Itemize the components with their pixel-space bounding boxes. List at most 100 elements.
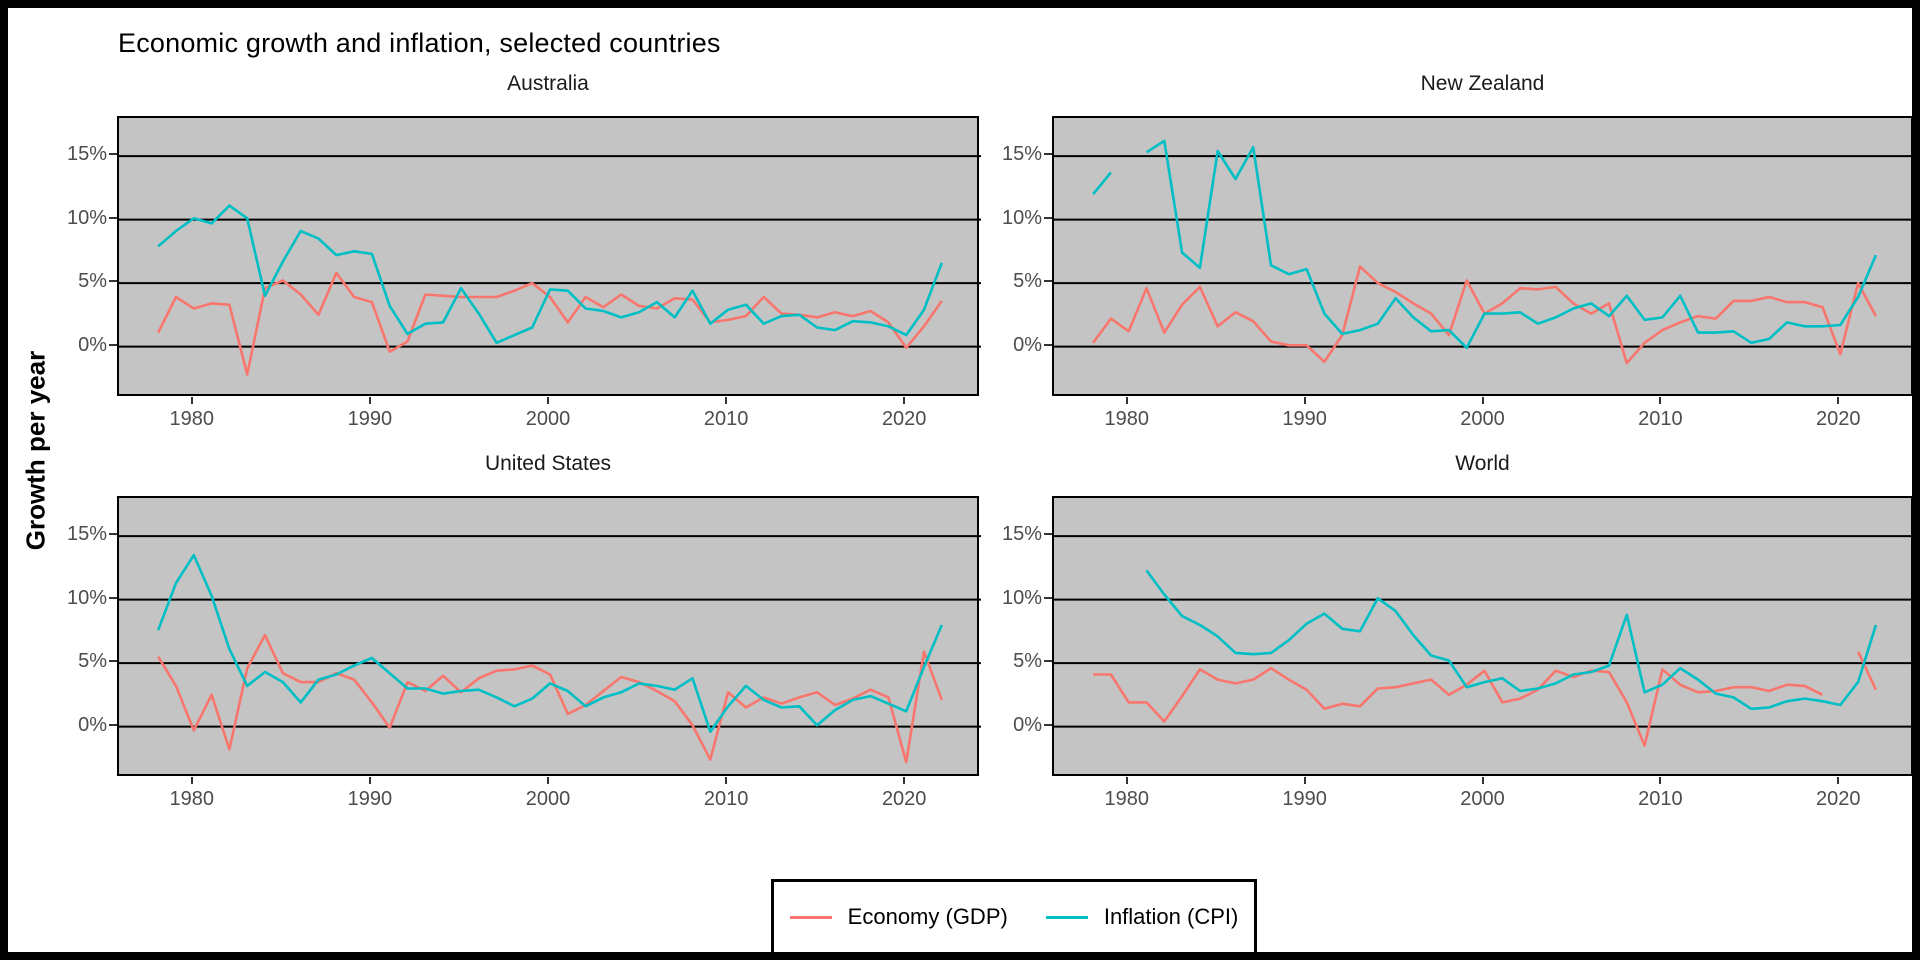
x-tick-label-1990-world: 1990 — [1282, 788, 1327, 810]
y-tick-0pct-united-states — [109, 723, 117, 726]
x-tick-2020-new-zealand — [1837, 397, 1840, 404]
inflation-cpi-line-world — [1145, 569, 1878, 711]
x-tick-1980-new-zealand — [1125, 397, 1128, 404]
inflation-cpi-line-united-states — [156, 553, 943, 733]
x-tick-1980-united-states — [190, 777, 193, 784]
facet-title-australia: Australia — [507, 72, 589, 95]
x-tick-2000-united-states — [547, 777, 549, 784]
y-axis-title: Growth per year — [20, 350, 51, 551]
y-tick-5pct-world — [1044, 660, 1052, 663]
economy-gdp-line-australia — [157, 271, 943, 376]
x-tick-2000-new-zealand — [1481, 397, 1484, 404]
y-tick-label-5pct-world: 5% — [1013, 650, 1042, 673]
x-tick-label-2000-new-zealand: 2000 — [1460, 408, 1505, 430]
legend: Economy (GDP) Inflation (CPI) — [771, 879, 1257, 952]
x-tick-1990-new-zealand — [1303, 397, 1306, 404]
x-tick-label-2020-united-states: 2020 — [881, 788, 927, 810]
x-tick-label-2010-world: 2010 — [1638, 788, 1683, 810]
x-tick-2020-world — [1837, 777, 1840, 784]
x-tick-2000-australia — [547, 397, 549, 404]
inflation-cpi-line-new-zealand — [1092, 139, 1878, 350]
facet-title-united-states: United States — [484, 452, 612, 475]
y-tick-label-10pct-new-zealand: 10% — [1001, 206, 1042, 229]
x-tick-label-2020-world: 2020 — [1816, 788, 1861, 810]
y-tick-label-15pct-australia: 15% — [66, 143, 107, 166]
x-tick-label-1990-australia: 1990 — [347, 408, 393, 430]
y-tick-label-10pct-united-states: 10% — [66, 586, 107, 609]
panel-world — [1052, 496, 1912, 776]
x-tick-label-1980-australia: 1980 — [169, 408, 215, 430]
y-tick-label-0pct-world: 0% — [1013, 713, 1042, 736]
x-tick-1980-australia — [190, 397, 193, 404]
y-tick-label-15pct-world: 15% — [1001, 523, 1042, 546]
y-tick-15pct-australia — [109, 153, 117, 156]
y-tick-label-10pct-world: 10% — [1001, 586, 1042, 609]
x-tick-2010-world — [1659, 777, 1662, 784]
legend-item-inflation-cpi: Inflation (CPI) — [1045, 904, 1239, 930]
x-tick-label-1980-united-states: 1980 — [169, 788, 215, 810]
panel-new-zealand — [1052, 116, 1912, 396]
y-tick-label-5pct-new-zealand: 5% — [1013, 270, 1042, 293]
panel-united-states — [117, 496, 981, 776]
x-tick-2020-australia — [903, 397, 906, 404]
y-tick-label-5pct-australia: 5% — [78, 270, 107, 293]
x-tick-2000-world — [1481, 777, 1484, 784]
y-tick-0pct-australia — [109, 343, 117, 346]
x-tick-label-1980-new-zealand: 1980 — [1104, 408, 1149, 430]
y-tick-label-15pct-new-zealand: 15% — [1001, 143, 1042, 166]
x-tick-label-2020-new-zealand: 2020 — [1816, 408, 1861, 430]
x-tick-label-2000-world: 2000 — [1460, 788, 1505, 810]
panel-plot-world — [1054, 535, 1912, 747]
x-tick-1980-world — [1125, 777, 1128, 784]
y-tick-0pct-world — [1044, 723, 1052, 726]
y-tick-label-0pct-australia: 0% — [78, 333, 107, 356]
legend-item-economy-gdp: Economy (GDP) — [789, 904, 1008, 930]
inflation-cpi-line-australia — [157, 204, 944, 345]
legend-label-economy-gdp: Economy (GDP) — [847, 904, 1008, 929]
y-tick-5pct-new-zealand — [1044, 280, 1052, 283]
x-tick-label-2000-australia: 2000 — [525, 408, 571, 430]
y-tick-5pct-australia — [109, 280, 117, 283]
facet-title-world: World — [1455, 452, 1510, 475]
panel-plot-united-states — [119, 535, 981, 764]
x-tick-label-2000-united-states: 2000 — [525, 788, 571, 810]
gdp-line-sample — [789, 915, 832, 919]
y-tick-10pct-australia — [109, 216, 117, 219]
x-tick-1990-united-states — [368, 777, 371, 784]
y-tick-label-0pct-united-states: 0% — [78, 713, 107, 736]
facet-title-new-zealand: New Zealand — [1420, 72, 1545, 95]
chart-title: Economic growth and inflation, selected … — [118, 28, 721, 58]
x-tick-1990-australia — [368, 397, 371, 404]
x-tick-label-1980-world: 1980 — [1104, 788, 1149, 810]
x-tick-label-2010-new-zealand: 2010 — [1638, 408, 1683, 430]
y-tick-0pct-new-zealand — [1044, 343, 1052, 346]
y-tick-label-15pct-united-states: 15% — [66, 523, 107, 546]
y-tick-label-0pct-new-zealand: 0% — [1013, 333, 1042, 356]
y-tick-15pct-world — [1044, 533, 1052, 536]
x-tick-2010-australia — [725, 397, 728, 404]
y-tick-label-5pct-united-states: 5% — [78, 650, 107, 673]
y-tick-10pct-world — [1044, 596, 1052, 599]
y-tick-10pct-united-states — [109, 596, 117, 599]
y-tick-10pct-new-zealand — [1044, 216, 1052, 219]
cpi-line-sample — [1045, 915, 1088, 919]
panel-plot-new-zealand — [1054, 139, 1912, 365]
panel-plot-australia — [119, 155, 981, 376]
x-tick-1990-world — [1303, 777, 1306, 784]
x-tick-label-2010-united-states: 2010 — [703, 788, 749, 810]
x-tick-label-2020-australia: 2020 — [881, 408, 927, 430]
panel-australia — [117, 116, 981, 396]
y-tick-label-10pct-australia: 10% — [66, 206, 107, 229]
y-tick-15pct-new-zealand — [1044, 153, 1052, 156]
x-tick-label-1990-united-states: 1990 — [347, 788, 393, 810]
x-tick-label-2010-australia: 2010 — [703, 408, 749, 430]
y-tick-5pct-united-states — [109, 660, 117, 663]
x-tick-2020-united-states — [903, 777, 906, 784]
legend-label-inflation-cpi: Inflation (CPI) — [1103, 904, 1239, 929]
economy-gdp-line-world — [1093, 651, 1878, 747]
economy-gdp-line-united-states — [157, 633, 944, 764]
x-tick-label-1990-new-zealand: 1990 — [1282, 408, 1327, 430]
x-tick-2010-united-states — [725, 777, 728, 784]
x-tick-2010-new-zealand — [1659, 397, 1662, 404]
